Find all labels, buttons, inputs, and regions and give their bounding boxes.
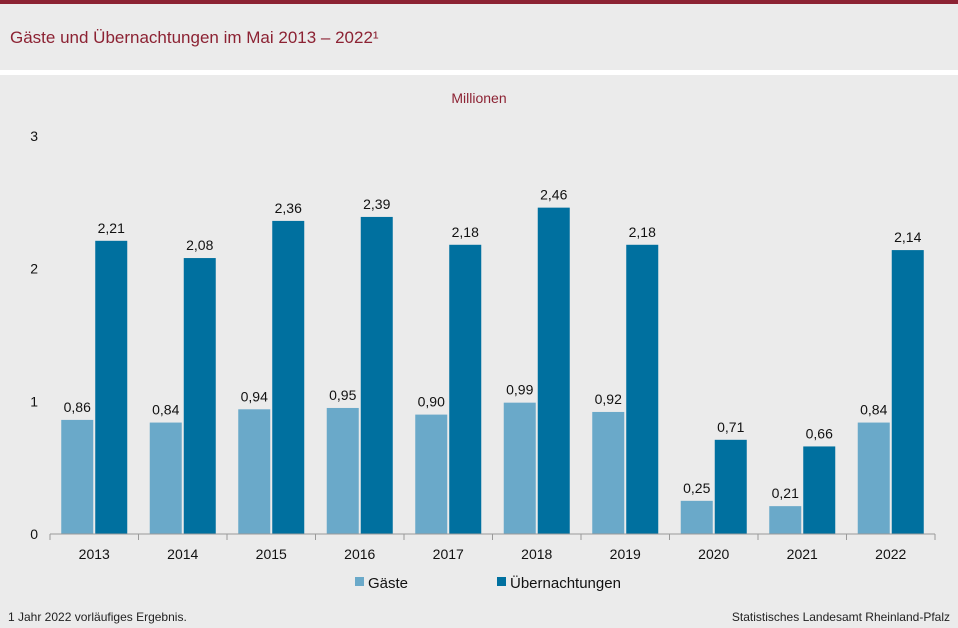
x-axis: 2013 2014 2015 2016 2017 2018 2019 2020 2021 2022 [49, 533, 936, 562]
bar-uebernachtungen-2015 [272, 220, 305, 534]
legend-swatch [355, 577, 364, 586]
data-label: 0,84 [152, 402, 179, 418]
bar-gaeste-2018 [503, 402, 536, 534]
y-tick-label: 0 [30, 526, 38, 542]
y-tick-label: 1 [30, 393, 38, 409]
bar-gaeste-2022 [857, 422, 890, 534]
x-tick-label: 2018 [521, 546, 552, 562]
bar-uebernachtungen-2021 [803, 446, 836, 534]
legend-label: Übernachtungen [510, 574, 621, 592]
bar-gaeste-2015 [238, 409, 271, 534]
bar-gaeste-2016 [326, 407, 359, 534]
bar-gaeste-2019 [592, 411, 625, 534]
legend-label: Gäste [368, 575, 408, 592]
data-label: 2,18 [629, 224, 656, 240]
x-tick-label: 2013 [79, 546, 110, 562]
top-accent-bar [0, 0, 958, 4]
data-label: 2,14 [894, 229, 921, 245]
bar-gaeste-2013 [61, 419, 94, 534]
data-label: 2,18 [452, 224, 479, 240]
data-label: 0,99 [506, 382, 533, 398]
data-label: 0,66 [806, 425, 833, 441]
bar-uebernachtungen-2022 [891, 250, 924, 535]
x-tick-label: 2020 [698, 546, 729, 562]
bar-uebernachtungen-2013 [95, 240, 128, 534]
bar-uebernachtungen-2016 [360, 216, 393, 534]
data-label: 0,21 [772, 485, 799, 501]
footnote: 1 Jahr 2022 vorläufiges Ergebnis. [8, 610, 187, 624]
bar-gaeste-2021 [769, 506, 802, 534]
bar-gaeste-2020 [680, 500, 713, 534]
bar-gaeste-2014 [149, 422, 182, 534]
bar-uebernachtungen-2018 [537, 207, 570, 534]
bar-uebernachtungen-2014 [183, 258, 216, 534]
x-tick-label: 2022 [875, 546, 906, 562]
bar-uebernachtungen-2017 [449, 244, 482, 534]
x-tick-label: 2019 [610, 546, 641, 562]
x-tick-label: 2017 [433, 546, 464, 562]
bar-gaeste-2017 [415, 414, 448, 534]
data-label: 2,21 [98, 220, 125, 236]
y-axis: 0 1 2 3 [30, 128, 38, 542]
chart-title: Gäste und Übernachtungen im Mai 2013 – 2… [10, 28, 379, 47]
bars-group: 0,86 2,21 0,84 2,08 0,94 2,36 0,95 2,39 0,90 2,18… [61, 187, 924, 535]
legend: Gäste Übernachtungen [355, 574, 621, 592]
data-label: 0,92 [595, 391, 622, 407]
x-tick-label: 2021 [787, 546, 818, 562]
source-credit: Statistisches Landesamt Rheinland-Pfalz [731, 610, 950, 624]
bar-uebernachtungen-2020 [714, 439, 747, 534]
data-label: 0,84 [860, 402, 887, 418]
data-label: 0,90 [418, 394, 445, 410]
y-tick-label: 2 [30, 261, 38, 277]
chart-header: Gäste und Übernachtungen im Mai 2013 – 2… [0, 4, 958, 70]
y-tick-label: 3 [30, 128, 38, 144]
data-label: 0,94 [241, 388, 268, 404]
x-tick-label: 2014 [167, 546, 198, 562]
data-label: 0,71 [717, 419, 744, 435]
data-label: 2,08 [186, 237, 213, 253]
data-label: 0,95 [329, 387, 356, 403]
x-tick-label: 2016 [344, 546, 375, 562]
data-label: 2,36 [275, 200, 302, 216]
header-separator [0, 70, 958, 75]
data-label: 2,39 [363, 196, 390, 212]
data-label: 0,25 [683, 480, 710, 496]
legend-swatch [497, 577, 506, 586]
bar-uebernachtungen-2019 [626, 244, 659, 534]
x-tick-label: 2015 [256, 546, 287, 562]
unit-label: Millionen [451, 90, 506, 106]
data-label: 0,86 [64, 399, 91, 415]
data-label: 2,46 [540, 187, 567, 203]
